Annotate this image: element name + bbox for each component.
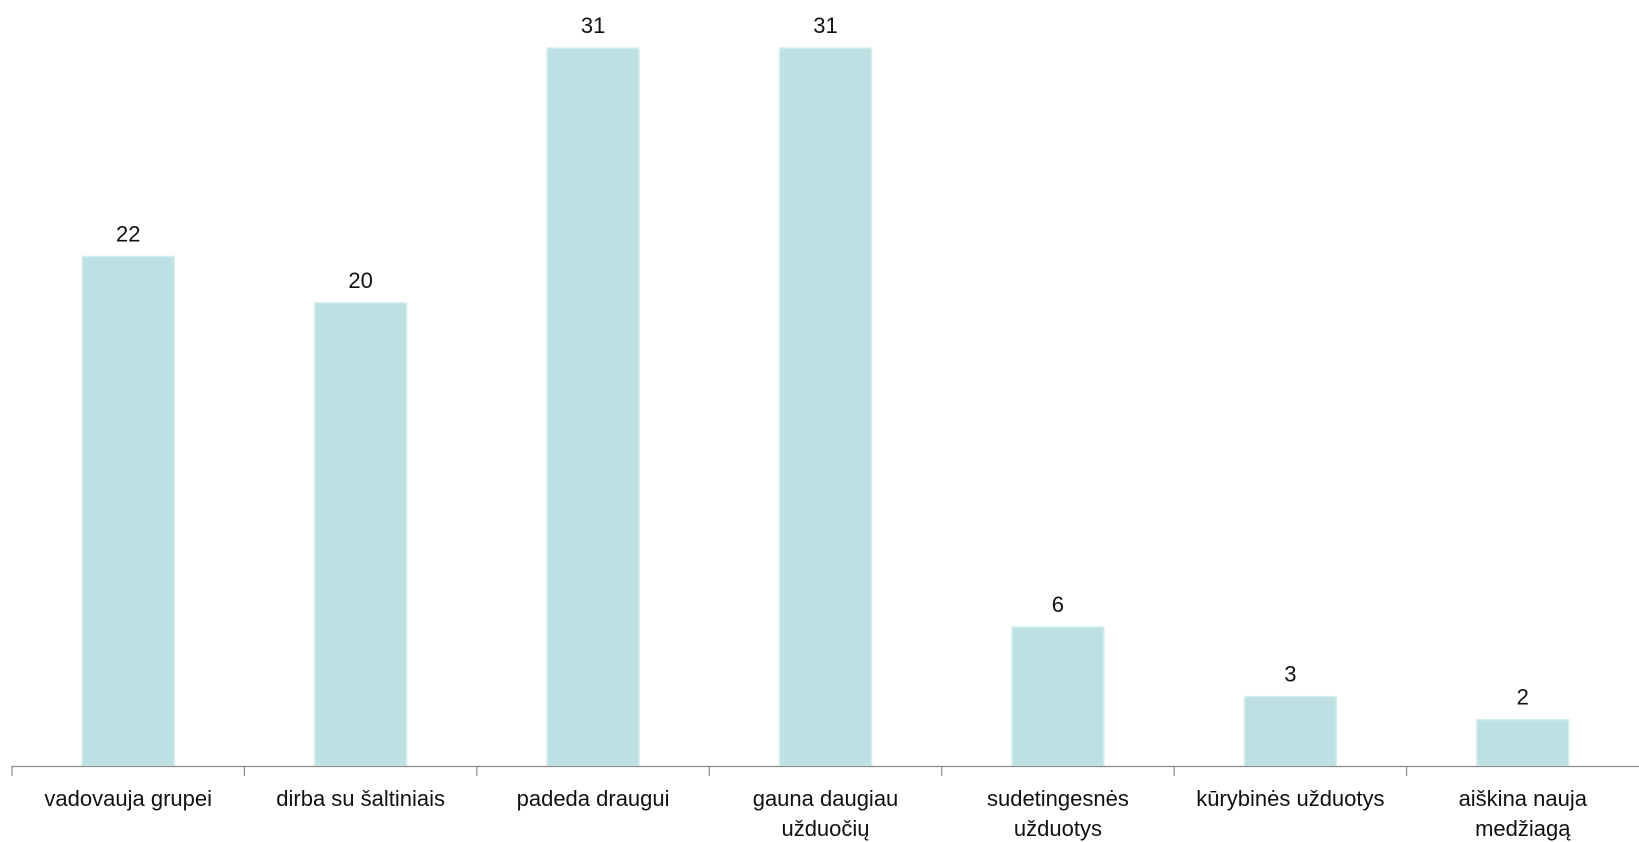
value-labels-group: 22 20 31 31 6 3 2 — [116, 13, 1529, 710]
bar-3 — [546, 47, 640, 767]
category-label-line: vadovauja grupei — [44, 786, 212, 811]
category-label-3: padeda draugui — [517, 786, 670, 811]
category-label-line: kūrybinės užduotys — [1196, 786, 1384, 811]
category-label-line: aiškina nauja — [1459, 786, 1588, 811]
bar-6 — [1243, 695, 1338, 767]
category-label-line: gauna daugiau — [753, 786, 899, 811]
category-label-line: medžiagą — [1475, 816, 1571, 841]
x-axis — [11, 765, 1639, 776]
category-labels-group: vadovauja grupei dirba su šaltiniais paded… — [44, 786, 1587, 841]
bar-2 — [313, 302, 408, 767]
data-label-1: 22 — [116, 221, 140, 246]
data-label-5: 6 — [1052, 592, 1064, 617]
category-label-line: sudetingesnės — [987, 786, 1129, 811]
category-label-line: dirba su šaltiniais — [276, 786, 445, 811]
bar-5 — [1011, 626, 1105, 767]
data-label-2: 20 — [348, 268, 372, 293]
bars-group — [81, 47, 1570, 767]
data-label-4: 31 — [813, 13, 837, 38]
category-label-2: dirba su šaltiniais — [276, 786, 445, 811]
category-label-5: sudetingesnės užduotys — [987, 786, 1129, 841]
data-label-3: 31 — [581, 13, 605, 38]
bar-1 — [81, 255, 175, 767]
data-label-7: 2 — [1517, 685, 1529, 710]
category-label-7: aiškina nauja medžiagą — [1459, 786, 1588, 841]
category-label-line: padeda draugui — [517, 786, 670, 811]
category-label-line: užduočių — [781, 816, 869, 841]
category-label-1: vadovauja grupei — [44, 786, 212, 811]
category-label-line: užduotys — [1014, 816, 1102, 841]
bar-4 — [778, 47, 873, 767]
category-label-6: kūrybinės užduotys — [1196, 786, 1384, 811]
bar-7 — [1476, 718, 1570, 767]
category-label-4: gauna daugiau užduočių — [753, 786, 899, 841]
data-label-6: 3 — [1284, 662, 1296, 687]
